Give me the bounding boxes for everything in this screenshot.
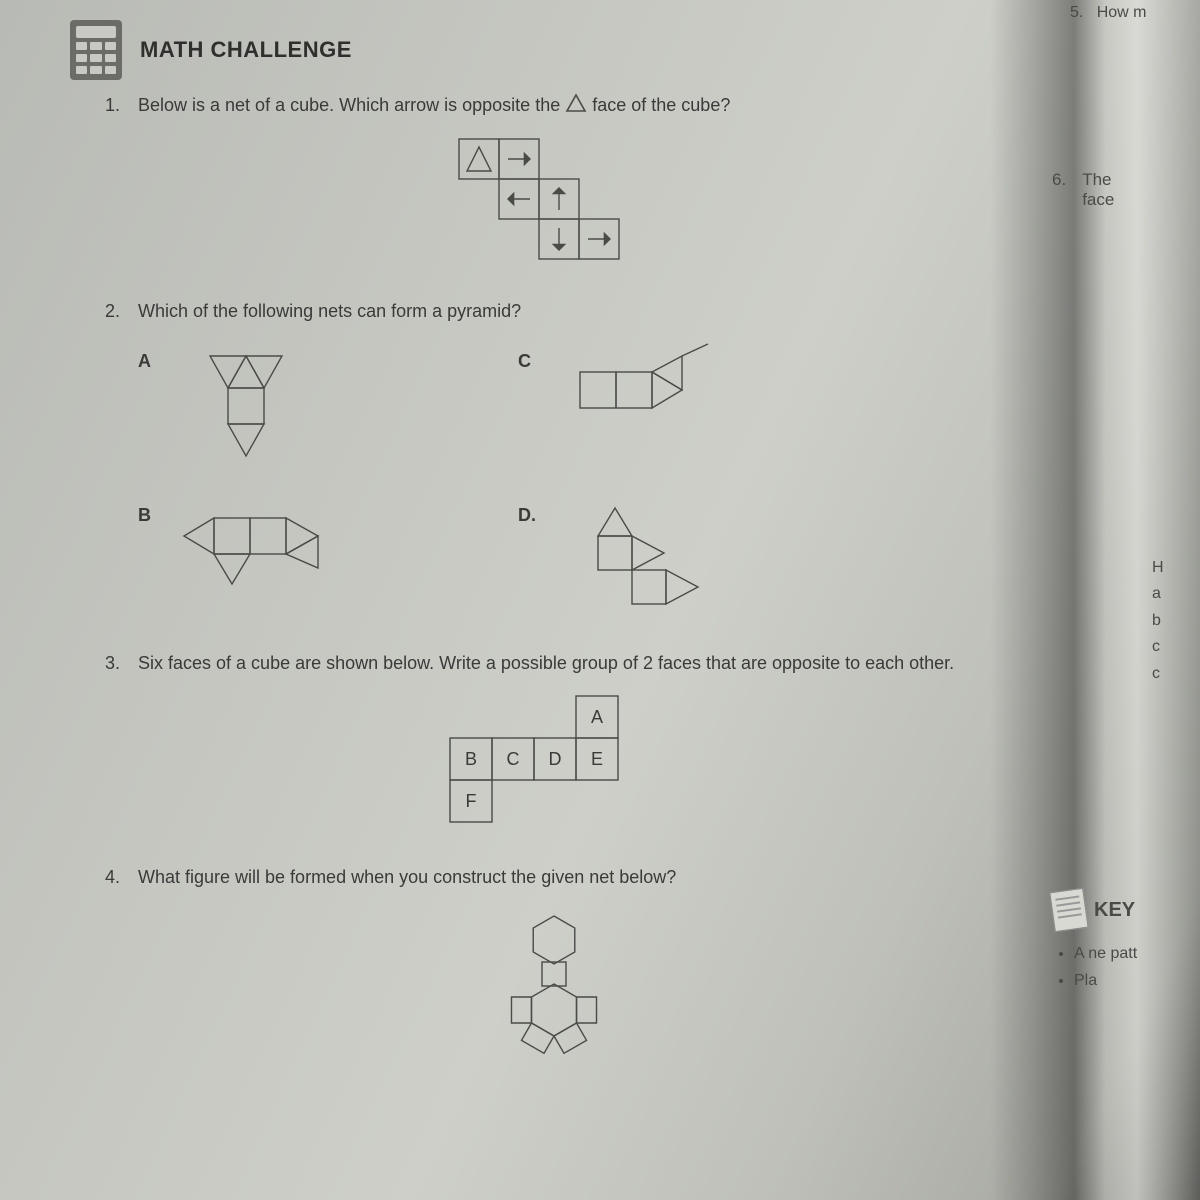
q3-figure: A B C D E F — [138, 690, 970, 840]
note-icon — [1049, 888, 1088, 932]
q2-figure-b — [180, 496, 350, 586]
section-header: MATH CHALLENGE — [70, 20, 970, 80]
q1-number: 1. — [98, 92, 120, 274]
q1-figure — [138, 134, 970, 274]
q2-figure-a — [180, 342, 310, 462]
q2-option-b: B — [138, 496, 518, 626]
q2-option-a: A — [138, 342, 518, 462]
q2-option-c: C — [518, 342, 898, 462]
q2-text: Which of the following nets can form a p… — [138, 298, 970, 324]
svg-text:D: D — [549, 749, 562, 769]
svg-text:B: B — [465, 749, 477, 769]
rpage-q6: 6. Theface — [1052, 170, 1114, 210]
right-page-peek: 5. How m 6. Theface H a b c c KEY A ne p… — [1012, 0, 1182, 1200]
rpage-keybox: KEY A ne patt Pla — [1052, 890, 1137, 994]
key-bullet-2: Pla — [1074, 967, 1137, 994]
question-4: 4. What figure will be formed when you c… — [98, 864, 970, 1104]
q2-label-d: D. — [518, 496, 540, 528]
q2-label-b: B — [138, 496, 160, 528]
q4-text: What figure will be formed when you cons… — [138, 864, 970, 890]
key-bullet-1: A ne patt — [1074, 940, 1137, 967]
rpage-letters: H a b c c — [1152, 555, 1164, 687]
q2-label-c: C — [518, 342, 540, 374]
q2-option-d: D. — [518, 496, 898, 626]
key-title: KEY — [1094, 899, 1135, 922]
q4-number: 4. — [98, 864, 120, 1104]
calculator-icon — [70, 20, 122, 80]
svg-text:F: F — [466, 791, 477, 811]
svg-text:A: A — [591, 707, 603, 727]
q4-figure — [138, 904, 970, 1104]
q2-figure-c — [560, 342, 710, 442]
q2-label-a: A — [138, 342, 160, 374]
svg-text:C: C — [507, 749, 520, 769]
question-1: 1. Below is a net of a cube. Which arrow… — [98, 92, 970, 274]
q1-text-a: Below is a net of a cube. Which arrow is… — [138, 95, 565, 115]
q3-number: 3. — [98, 650, 120, 840]
q2-figure-d — [560, 496, 710, 626]
rpage-top: 5. How m — [1070, 4, 1146, 22]
page-title: MATH CHALLENGE — [140, 37, 352, 63]
question-2: 2. Which of the following nets can form … — [98, 298, 970, 626]
q2-number: 2. — [98, 298, 120, 626]
triangle-icon — [565, 93, 587, 120]
svg-text:E: E — [591, 749, 603, 769]
question-3: 3. Six faces of a cube are shown below. … — [98, 650, 970, 840]
q3-text: Six faces of a cube are shown below. Wri… — [138, 650, 970, 676]
q1-text-b: face of the cube? — [592, 95, 730, 115]
